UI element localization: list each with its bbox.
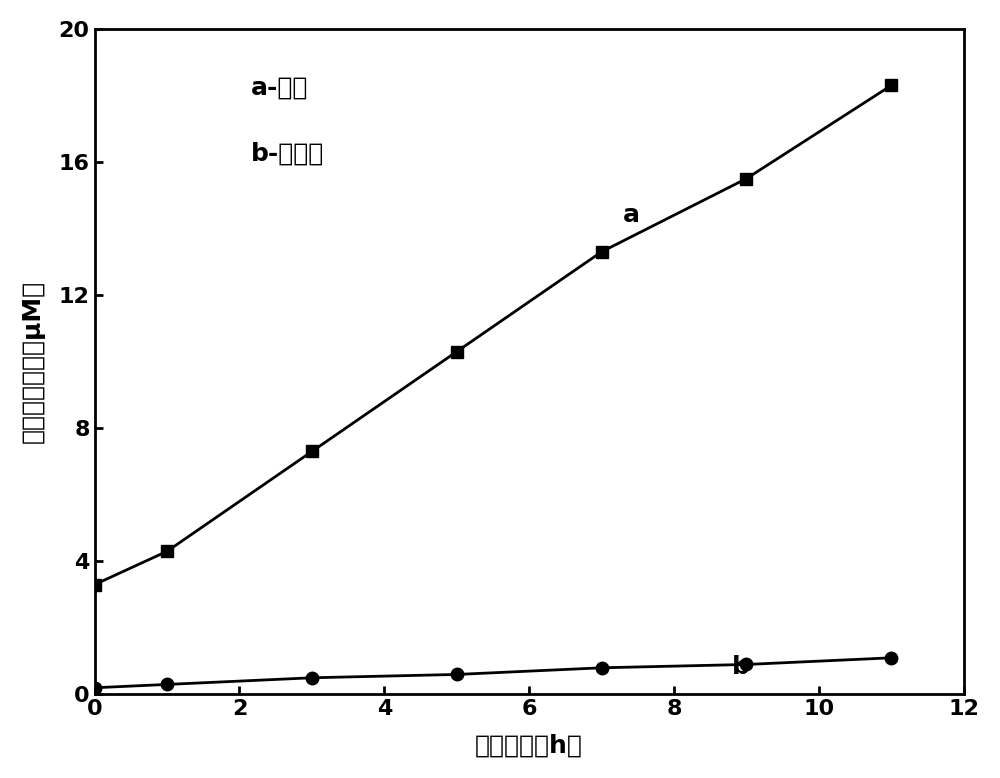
- Y-axis label: 次黄嘌呤浓度（μM）: 次黄嘌呤浓度（μM）: [21, 280, 45, 443]
- X-axis label: 贮藏时间（h）: 贮藏时间（h）: [475, 733, 583, 757]
- Text: a-鱿鱼: a-鱿鱼: [251, 75, 308, 100]
- Text: b-大黄鱼: b-大黄鱼: [251, 142, 324, 166]
- Text: b: b: [732, 655, 750, 678]
- Text: a: a: [623, 203, 640, 227]
